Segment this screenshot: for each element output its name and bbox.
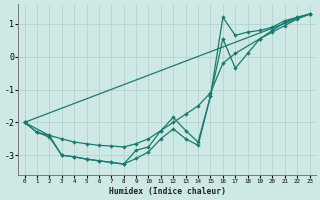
X-axis label: Humidex (Indice chaleur): Humidex (Indice chaleur)	[108, 187, 226, 196]
